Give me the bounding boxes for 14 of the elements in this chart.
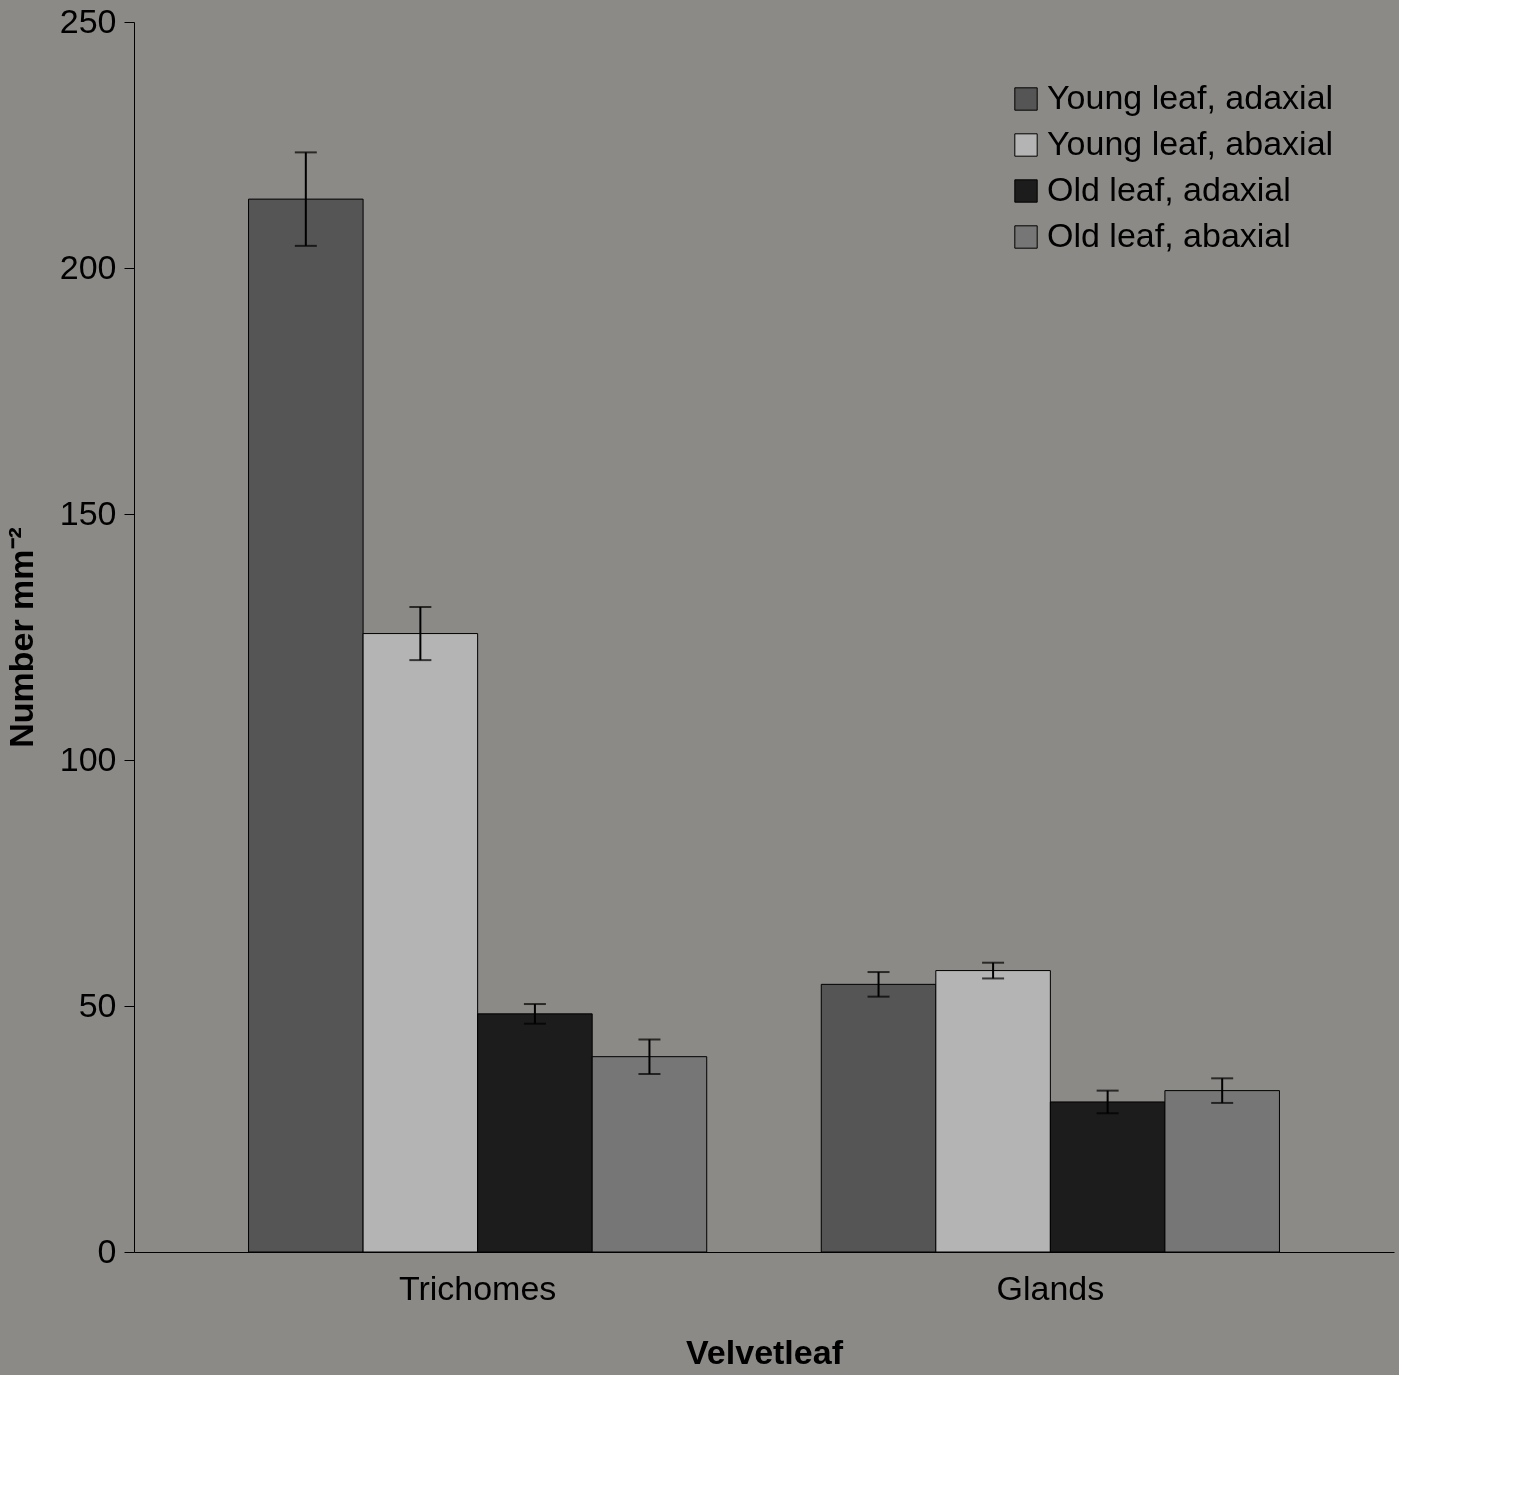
legend-label: Old leaf, abaxial xyxy=(1047,216,1291,254)
legend-label: Old leaf, adaxial xyxy=(1047,170,1291,208)
y-tick-label: 250 xyxy=(59,1,117,40)
y-tick-label: 0 xyxy=(97,1231,117,1270)
legend-label: Young leaf, adaxial xyxy=(1047,78,1334,116)
y-tick-label: 100 xyxy=(59,739,117,778)
legend-label: Young leaf, abaxial xyxy=(1047,124,1334,162)
x-tick-label: Trichomes xyxy=(398,1268,557,1307)
y-tick-label: 50 xyxy=(78,985,117,1024)
y-tick-label: 200 xyxy=(59,247,117,286)
x-axis-title: Velvetleaf xyxy=(686,1332,844,1371)
y-axis-title: Number mm⁻² xyxy=(1,527,40,748)
y-tick-label: 150 xyxy=(59,493,117,532)
x-tick-label: Glands xyxy=(996,1268,1105,1307)
